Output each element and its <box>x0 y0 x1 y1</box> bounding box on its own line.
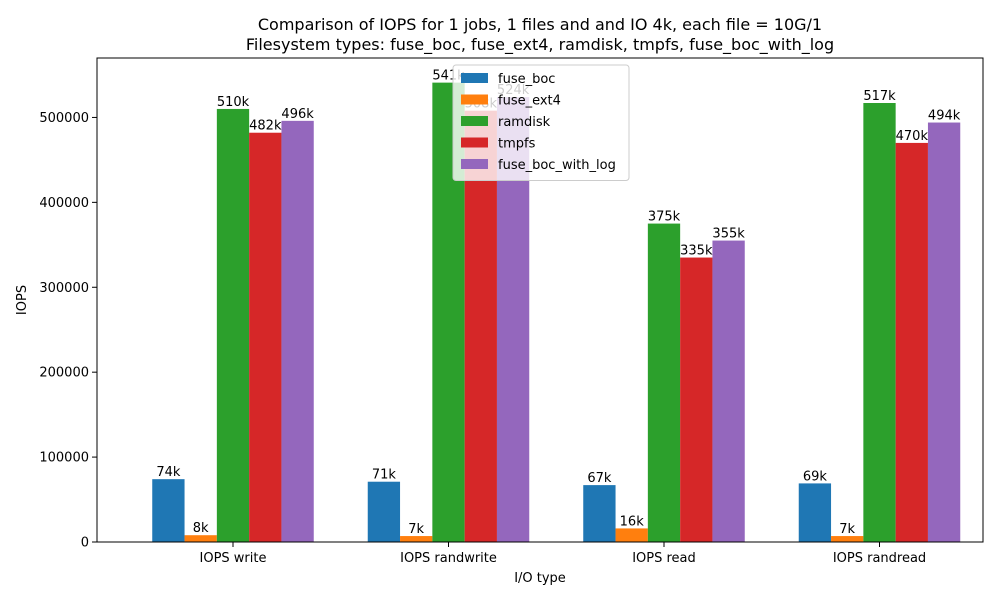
data-label-fuse_boc-2: 67k <box>587 471 612 486</box>
y-tick-label: 300000 <box>39 281 89 296</box>
data-label-fuse_boc-1: 71k <box>372 468 397 483</box>
data-label-tmpfs-0: 482k <box>249 119 282 134</box>
legend-label-fuse_boc: fuse_boc <box>498 72 555 87</box>
legend-frame <box>452 64 630 181</box>
data-label-fuse_boc_with_log-3: 494k <box>928 109 961 124</box>
y-tick-label: 200000 <box>39 366 89 381</box>
data-label-fuse_boc_with_log-0: 496k <box>281 107 314 122</box>
data-label-tmpfs-3: 470k <box>896 129 929 144</box>
bar-fuse_boc_with_log-0 <box>281 120 314 543</box>
x-tick-label: IOPS randwrite <box>400 551 497 566</box>
legend-label-fuse_ext4: fuse_ext4 <box>498 94 561 109</box>
bar-fuse_boc-2 <box>583 485 616 542</box>
plot-frame <box>96 57 984 543</box>
data-label-fuse_ext4-0: 8k <box>193 521 209 536</box>
data-label-fuse_boc_with_log-2: 355k <box>712 227 745 242</box>
bar-fuse_boc_with_log-2 <box>712 240 745 542</box>
x-tick-label: IOPS write <box>200 551 267 566</box>
bar-tmpfs-2 <box>680 257 713 542</box>
bar-ramdisk-2 <box>647 223 681 542</box>
y-tick-label: 0 <box>81 536 89 551</box>
legend-swatch-fuse_ext4 <box>461 94 488 105</box>
y-tick-label: 400000 <box>39 196 89 211</box>
data-label-fuse_ext4-1: 7k <box>408 522 424 537</box>
chart-title: Comparison of IOPS for 1 jobs, 1 files a… <box>258 15 822 34</box>
x-axis-label: I/O type <box>514 571 566 586</box>
legend-label-tmpfs: tmpfs <box>498 137 536 152</box>
legend-swatch-fuse_boc <box>461 73 488 83</box>
data-label-ramdisk-3: 517k <box>863 89 896 104</box>
y-axis: 0 100000 200000 300000 400000 500000 <box>39 111 97 551</box>
x-tick-label: IOPS randread <box>833 551 926 566</box>
legend-label-fuse_boc_with_log: fuse_boc_with_log <box>498 158 616 173</box>
chart-subtitle: Filesystem types: fuse_boc, fuse_ext4, r… <box>246 35 834 55</box>
bar-fuse_boc_with_log-3 <box>927 122 961 543</box>
bar-fuse_boc-1 <box>367 481 401 542</box>
bar-tmpfs-0 <box>249 132 282 542</box>
bar-fuse_ext4-0 <box>184 535 217 542</box>
y-tick-label: 500000 <box>39 111 89 126</box>
bar-ramdisk-0 <box>216 108 250 543</box>
bar-fuse_ext4-1 <box>400 536 433 542</box>
x-axis: IOPS write IOPS randwrite IOPS read IOPS ra… <box>200 542 926 566</box>
data-label-ramdisk-0: 510k <box>217 95 250 110</box>
data-label-fuse_ext4-3: 7k <box>839 522 855 537</box>
legend-swatch-fuse_boc_with_log <box>461 159 488 169</box>
bar-fuse_boc-0 <box>152 479 185 542</box>
data-label-fuse_ext4-2: 16k <box>620 514 645 529</box>
data-label-fuse_boc-0: 74k <box>156 465 181 480</box>
data-label-ramdisk-2: 375k <box>648 210 681 225</box>
bar-ramdisk-3 <box>863 103 896 542</box>
bar-fuse_ext4-2 <box>615 528 648 542</box>
data-label-tmpfs-2: 335k <box>680 244 713 259</box>
legend-swatch-tmpfs <box>461 137 488 148</box>
x-tick-label: IOPS read <box>632 551 696 566</box>
y-axis-label: IOPS <box>15 285 30 315</box>
bar-tmpfs-1 <box>464 110 497 542</box>
legend-swatch-ramdisk <box>461 116 488 126</box>
bar-fuse_boc-3 <box>798 483 832 542</box>
bar-fuse_ext4-3 <box>831 536 864 542</box>
legend-label-ramdisk: ramdisk <box>498 115 551 130</box>
bars-group <box>152 82 961 543</box>
bar-tmpfs-3 <box>895 142 928 542</box>
data-label-fuse_boc-3: 69k <box>803 469 828 484</box>
y-tick-label: 100000 <box>39 451 89 466</box>
